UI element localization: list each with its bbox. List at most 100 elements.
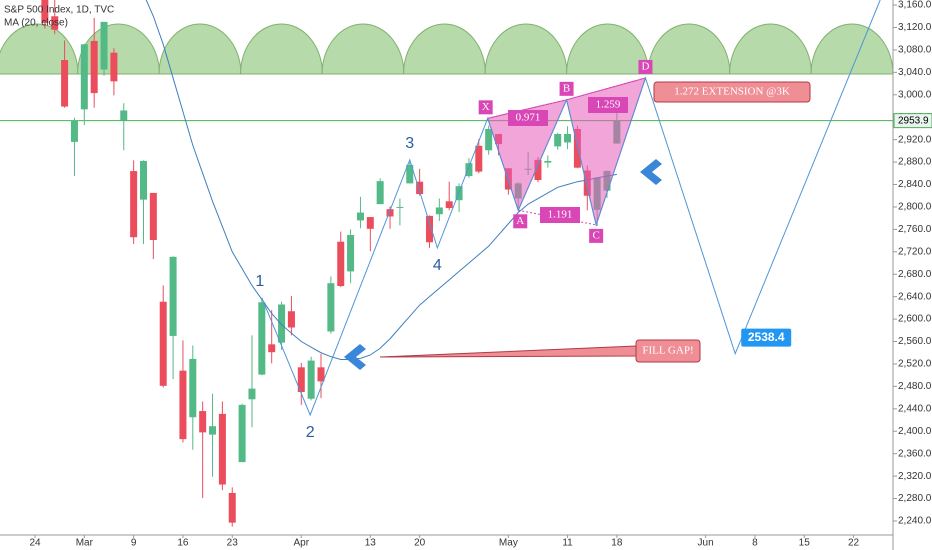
candle-body: [278, 304, 286, 343]
arch: [158, 23, 242, 75]
arrow-icon: [640, 159, 662, 185]
candle-body: [564, 134, 572, 143]
arch: [565, 23, 650, 75]
target-box: [741, 328, 792, 347]
candle-body: [100, 21, 108, 70]
y-tick-label: 2,520.0: [898, 359, 932, 370]
candle-body: [406, 164, 414, 184]
wave-label: 4: [433, 257, 442, 274]
candle-body: [130, 171, 138, 238]
candle-body: [110, 52, 118, 82]
ratio-label: 1.259: [596, 99, 621, 111]
last-price-label: 2953.9: [898, 115, 929, 126]
y-tick-label: 2,800.0: [898, 202, 932, 213]
wave-label: 2: [306, 424, 315, 441]
y-tick-label: 2,640.0: [898, 291, 932, 302]
callout-box: [635, 339, 701, 363]
candle-body: [41, 0, 49, 23]
arch-decoration: [0, 23, 893, 75]
y-tick-label: 2,680.0: [898, 269, 932, 280]
wave-label: 1: [255, 273, 264, 290]
y-tick-label: 2,360.0: [898, 448, 932, 459]
candle-body: [573, 128, 581, 168]
candle-body: [120, 110, 128, 121]
candle-body: [51, 16, 59, 30]
candle-body: [189, 358, 197, 418]
y-tick-label: 2,840.0: [898, 179, 932, 190]
candle-body: [179, 370, 187, 440]
y-tick-label: 2,440.0: [898, 403, 932, 414]
candle-body: [139, 160, 147, 200]
ratio-box: [508, 110, 548, 126]
point-box: [638, 59, 653, 74]
candle-body: [376, 181, 384, 205]
arch: [728, 23, 813, 75]
ratio-box: [540, 207, 580, 223]
harmonic-ratio-line: [566, 77, 646, 101]
candle-body: [544, 160, 552, 163]
point-box: [478, 100, 493, 115]
candle-body: [416, 181, 424, 195]
y-tick-label: 2,920.0: [898, 134, 932, 145]
x-tick-label: 13: [365, 538, 377, 549]
candle-body: [169, 256, 177, 336]
y-tick-label: 2,880.0: [898, 157, 932, 168]
point-label: C: [592, 229, 599, 241]
plot-area: [0, 0, 893, 527]
candle-body: [149, 192, 157, 241]
x-tick-label: 20: [414, 538, 426, 549]
x-tick-label: 15: [799, 538, 811, 549]
ratio-box: [588, 97, 628, 113]
candle-body: [90, 40, 98, 94]
x-tick-label: 24: [29, 538, 41, 549]
y-tick-label: 2,400.0: [898, 426, 932, 437]
harmonic-ratio-line: [518, 209, 597, 226]
y-tick-label: 2,240.0: [898, 516, 932, 527]
candle-body: [475, 145, 483, 172]
y-tick-label: 3,000.0: [898, 89, 932, 100]
y-tick-label: 2,560.0: [898, 336, 932, 347]
x-tick-label: May: [499, 538, 518, 549]
arch: [321, 23, 405, 75]
arch: [484, 23, 568, 75]
target-label: 2538.4: [748, 330, 785, 344]
y-tick-label: 2,480.0: [898, 381, 932, 392]
candle-body: [317, 367, 325, 382]
y-tick-label: 3,160.0: [898, 0, 932, 11]
y-tick-label: 2,600.0: [898, 314, 932, 325]
y-tick-label: 3,080.0: [898, 45, 932, 56]
candle-body: [70, 120, 78, 142]
y-tick-label: 3,040.0: [898, 67, 932, 78]
candle-body: [199, 411, 207, 433]
y-tick-label: 2,720.0: [898, 246, 932, 257]
candle-body: [435, 207, 443, 215]
candle-body: [159, 301, 167, 386]
candle-body: [287, 311, 295, 328]
point-label: X: [482, 101, 490, 113]
candle-body: [80, 44, 88, 110]
x-tick-label: Jun: [698, 538, 714, 549]
y-tick-label: 2,280.0: [898, 493, 932, 504]
arch: [647, 23, 731, 75]
gap-note: FILL GAP!: [642, 345, 693, 357]
candle-body: [258, 302, 266, 375]
candle-body: [465, 163, 473, 177]
ratio-label: 1.191: [548, 209, 573, 221]
x-tick-label: 16: [177, 538, 189, 549]
candle-body: [268, 344, 276, 353]
y-tick-label: 2,320.0: [898, 471, 932, 482]
candle-body: [386, 209, 394, 217]
candle-body: [356, 212, 364, 221]
last-price-box: [893, 113, 932, 129]
x-tick-label: Mar: [76, 538, 94, 549]
point-label: D: [641, 60, 649, 72]
arch: [402, 23, 487, 75]
candle-body: [366, 217, 374, 229]
arch: [0, 23, 79, 75]
x-tick-label: 18: [611, 538, 623, 549]
wave-line: [261, 0, 881, 417]
x-tick-label: 8: [752, 538, 758, 549]
x-tick-label: 23: [227, 538, 239, 549]
ratio-label: 0.971: [516, 112, 541, 124]
